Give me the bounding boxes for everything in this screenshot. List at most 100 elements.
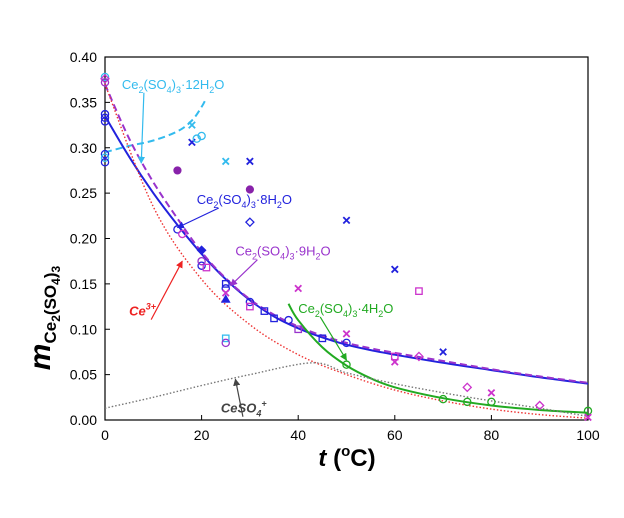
anno-9h2o-part: 4 xyxy=(280,252,285,262)
curve-8h2o xyxy=(104,115,589,385)
data-point-circle xyxy=(342,338,351,348)
anno-ceso4-label: CeSO4+ xyxy=(221,399,267,419)
anno-12h2o-part: 2 xyxy=(209,85,214,95)
data-point-circle xyxy=(197,256,206,266)
data-point-square xyxy=(390,352,399,361)
anno-9h2o-label: Ce2(SO4)3·9H2O xyxy=(235,244,330,262)
anno-4h2o-part: 2 xyxy=(315,309,320,319)
data-point-x xyxy=(221,157,230,166)
data-point-circle xyxy=(462,397,472,407)
curve-4h2o xyxy=(287,303,589,414)
data-point-x xyxy=(390,265,399,274)
y-tick-label: 0.20 xyxy=(70,231,97,247)
anno-ce3-arrow xyxy=(150,260,183,320)
data-point-circle xyxy=(192,134,202,143)
anno-12h2o-part: ) xyxy=(172,77,176,92)
x-axis-title-sup: o xyxy=(341,443,350,460)
anno-4h2o-part: ·4H xyxy=(357,301,378,316)
data-point-circle xyxy=(178,229,187,239)
anno-9h2o-main: Ce xyxy=(235,244,252,259)
anno-4h2o-label: Ce2(SO4)3·4H2O xyxy=(298,301,393,319)
data-point-square xyxy=(294,325,303,334)
data-point-square xyxy=(318,334,327,343)
plot-frame xyxy=(104,56,589,421)
anno-4h2o-part: ) xyxy=(348,301,352,316)
anno-12h2o-part: O xyxy=(214,77,224,92)
data-point-circle xyxy=(100,72,110,82)
anno-8h2o-part: 2 xyxy=(277,200,282,210)
y-axis-title-sub4: 4 xyxy=(49,278,63,285)
data-point-x xyxy=(439,348,447,356)
anno-8h2o-part: 2 xyxy=(213,200,218,210)
anno-8h2o-part: 4 xyxy=(242,200,247,210)
y-tick-label: 0.25 xyxy=(70,185,97,201)
series-curves xyxy=(104,83,589,419)
anno-4h2o-part: O xyxy=(383,301,393,316)
anno-9h2o-part: 2 xyxy=(316,252,321,262)
anno-ceso4-part: 4 xyxy=(255,409,261,419)
data-point-circle xyxy=(100,149,110,159)
data-point-diamond xyxy=(462,382,473,393)
y-tick-label: 0.30 xyxy=(70,140,97,156)
x-tick-label: 40 xyxy=(290,427,306,443)
anno-8h2o-main: Ce xyxy=(197,192,214,207)
data-point-diamond xyxy=(534,400,545,411)
data-point-x xyxy=(390,358,399,366)
anno-4h2o-part: 4 xyxy=(343,309,348,319)
anno-ce3-main: Ce xyxy=(129,304,146,319)
y-tick-label: 0.10 xyxy=(70,321,97,337)
anno-12h2o-arrow xyxy=(137,92,146,164)
data-point-x xyxy=(188,138,196,147)
data-point-x xyxy=(246,157,254,166)
anno-4h2o-part: (SO xyxy=(320,301,343,316)
anno-8h2o-arrow xyxy=(176,207,220,229)
annotations: Ce2(SO4)3·12H2OCe2(SO4)3·8H2OCe2(SO4)3·9… xyxy=(122,77,394,419)
y-axis-title-main: m xyxy=(24,344,57,371)
data-point-x xyxy=(294,284,303,293)
anno-12h2o-part: (SO xyxy=(144,77,167,92)
anno-9h2o-part: (SO xyxy=(257,244,280,259)
anno-12h2o-part: 4 xyxy=(167,85,172,95)
y-tick-label: 0.35 xyxy=(70,94,97,110)
data-point-square xyxy=(246,302,254,311)
anno-9h2o-part: ) xyxy=(285,244,289,259)
anno-9h2o-part: O xyxy=(321,244,331,259)
data-point-circle xyxy=(100,158,110,167)
anno-8h2o-part: 3 xyxy=(251,200,256,210)
anno-9h2o-part: 2 xyxy=(252,252,257,262)
anno-8h2o-part: (SO xyxy=(218,192,241,207)
data-point-square xyxy=(221,334,230,343)
data-point-dot xyxy=(245,185,254,194)
y-tick-labels: 0.00 0.05 0.10 0.15 0.20 0.25 0.30 0.35 0.40 xyxy=(70,49,97,428)
anno-12h2o-label: Ce2(SO4)3·12H2O xyxy=(122,77,224,95)
data-point-circle xyxy=(100,78,110,87)
data-point-square xyxy=(202,263,211,272)
y-tick-label: 0.05 xyxy=(70,367,97,383)
data-point-dot-diamond xyxy=(196,245,207,256)
anno-9h2o-part: 3 xyxy=(290,252,295,262)
x-axis-title: t (oC) xyxy=(318,443,375,472)
data-point-x xyxy=(188,121,196,129)
data-point-x xyxy=(584,413,592,422)
y-axis-title-sub6: 3 xyxy=(49,265,63,272)
data-point-circle xyxy=(284,315,293,325)
data-point-square xyxy=(260,307,269,315)
anno-ceso4-arrow xyxy=(233,378,244,417)
anno-4h2o-part: 3 xyxy=(352,309,357,319)
y-tick-label: 0.00 xyxy=(70,412,97,428)
x-tick-label: 60 xyxy=(387,427,403,443)
anno-12h2o-main: Ce xyxy=(122,77,139,92)
anno-12h2o-part: 2 xyxy=(139,85,144,95)
anno-4h2o-arrow xyxy=(319,316,348,361)
anno-12h2o-part: 3 xyxy=(176,85,181,95)
data-point-x xyxy=(221,289,230,297)
data-point-x xyxy=(342,216,351,225)
anno-8h2o-part: O xyxy=(282,192,292,207)
data-point-circle xyxy=(342,360,351,369)
data-point-triangle xyxy=(220,294,231,303)
x-axis-title-main: t xyxy=(318,445,327,472)
y-tick-label: 0.40 xyxy=(70,49,97,65)
y-axis-title-sub5: ) xyxy=(41,272,60,278)
y-axis-title: mCe2(SO4)3 xyxy=(24,265,63,370)
